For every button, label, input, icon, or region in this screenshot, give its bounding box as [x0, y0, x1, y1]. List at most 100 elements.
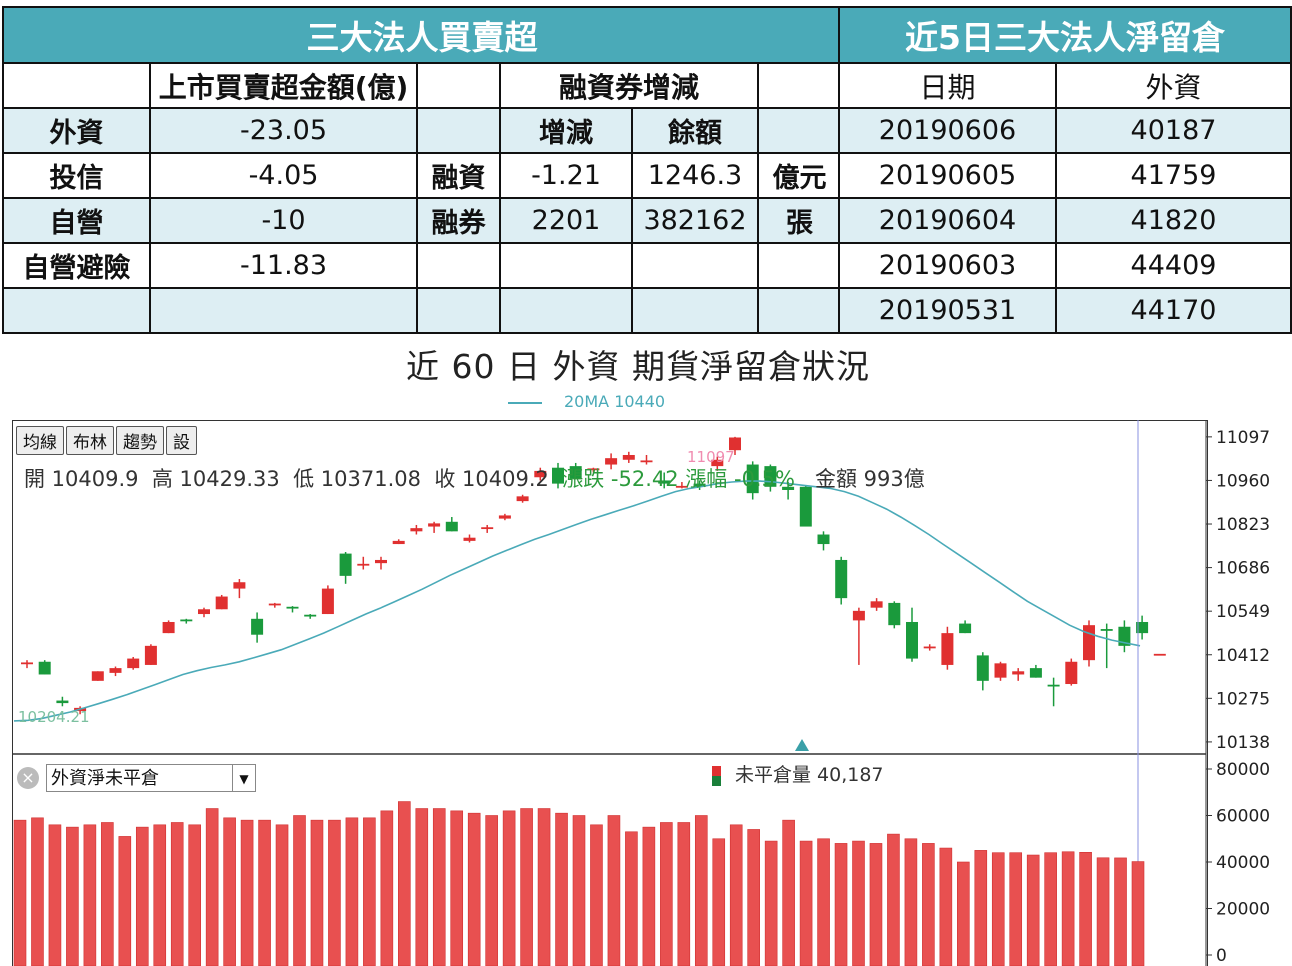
indicator-select[interactable]: 外資淨未平倉 ▼ — [46, 764, 256, 792]
close-icon[interactable]: × — [17, 767, 39, 789]
settings-button[interactable]: 設 — [166, 426, 197, 455]
volume-bar — [275, 824, 289, 966]
net-position-table: 近5日三大法人淨留倉 日期 外資 20190606 40187 20190605 4… — [838, 6, 1292, 334]
volume-bar — [904, 838, 918, 966]
candle-body — [870, 601, 883, 608]
volume-bar — [1096, 857, 1110, 966]
volume-bar — [887, 833, 900, 966]
volume-bar — [328, 819, 341, 966]
candle-body — [1118, 626, 1131, 646]
volume-bar — [1009, 852, 1023, 966]
row-value: -10 — [149, 197, 418, 244]
volume-bar — [380, 810, 394, 966]
candle-body — [817, 534, 830, 545]
candle-body — [658, 480, 671, 484]
ma-20-line — [13, 480, 1141, 722]
volume-bar — [502, 810, 516, 966]
volume-bar — [432, 808, 446, 966]
y-tick-label: 10823 — [1216, 515, 1270, 535]
candle-body — [1136, 621, 1149, 634]
chart-frame — [12, 420, 1208, 966]
position-cell: 40187 — [1055, 107, 1292, 154]
volume-bar — [205, 808, 219, 966]
volume-bar — [1114, 857, 1127, 966]
candle-body — [552, 467, 564, 484]
chevron-down-icon[interactable]: ▼ — [232, 765, 255, 791]
volume-bar — [677, 822, 691, 966]
date-cell: 20190605 — [838, 152, 1057, 199]
candle-body — [516, 496, 529, 502]
candle-body — [463, 537, 476, 541]
amount-value: 金額 993億 — [814, 467, 925, 491]
candle-body — [852, 610, 865, 621]
margin-balance-value: 382162 — [631, 197, 759, 244]
volume-bar — [135, 826, 149, 966]
volume-bar — [817, 838, 830, 966]
ma-legend-line — [508, 401, 542, 404]
candle-body — [1029, 668, 1042, 678]
margin-change-value: 2201 — [499, 197, 633, 244]
buy-sell-amount-header: 上市買賣超金額(億) — [149, 62, 418, 109]
margin-balance-value: 1246.3 — [631, 152, 759, 199]
volume-bar — [712, 838, 726, 966]
volume-bar — [572, 815, 586, 966]
candle-body — [144, 645, 157, 665]
y-tick-label: 10960 — [1216, 471, 1270, 491]
margin-balance-subheader: 餘額 — [631, 107, 759, 154]
volume-bar — [957, 861, 970, 966]
volume-bar — [31, 817, 44, 966]
min-price-label: 10204.21 — [18, 708, 90, 726]
date-cell: 20190604 — [838, 197, 1057, 244]
volume-bar — [1044, 852, 1057, 966]
vol-y-tick-label: 80000 — [1216, 760, 1270, 780]
volume-bar — [660, 822, 673, 966]
candle-body — [799, 486, 812, 527]
volume-bar — [188, 824, 201, 966]
volume-bar — [625, 831, 638, 966]
trend-button[interactable]: 趨勢 — [116, 426, 164, 455]
y-tick-label: 10275 — [1216, 689, 1270, 709]
high-value: 高 10429.33 — [151, 467, 280, 491]
candle-body — [1083, 625, 1095, 661]
candle-body — [994, 663, 1007, 678]
candle-body — [906, 621, 918, 659]
candle-body — [711, 459, 724, 467]
margin-change-subheader: 增減 — [499, 107, 633, 154]
position-cell: 41759 — [1055, 152, 1292, 199]
candle-body — [127, 658, 140, 669]
indicator-select-value: 外資淨未平倉 — [51, 768, 159, 789]
volume-bar — [922, 843, 935, 966]
volume-bar — [293, 815, 306, 966]
position-cell: 44170 — [1055, 287, 1292, 334]
candle-body — [782, 486, 795, 490]
volume-bar — [1026, 854, 1040, 966]
margin-change-header: 融資券增減 — [499, 62, 759, 109]
open-value: 開 10409.9 — [24, 467, 139, 491]
volume-bar — [939, 847, 953, 966]
candle-body — [162, 621, 175, 634]
institutional-trading-table: 三大法人買賣超 上市買賣超金額(億) 融資券增減 外資 -23.05 增減 餘額… — [1, 6, 843, 334]
margin-unit: 億元 — [756, 152, 843, 199]
vol-y-tick-label: 20000 — [1216, 900, 1270, 920]
volume-legend: 未平倉量 40,187 — [712, 760, 884, 787]
volume-bar — [363, 817, 376, 966]
date-cell: 20190606 — [838, 107, 1057, 154]
volume-bar — [258, 819, 271, 966]
margin-unit: 張 — [756, 197, 843, 244]
volume-bar — [869, 843, 883, 966]
vol-y-tick-label: 60000 — [1216, 807, 1270, 827]
ma-button[interactable]: 均線 — [16, 426, 64, 455]
volume-bar — [991, 852, 1005, 966]
bollinger-button[interactable]: 布林 — [66, 426, 114, 455]
volume-bar — [398, 801, 411, 966]
margin-row-label: 融券 — [416, 197, 501, 244]
candle-body — [109, 668, 122, 673]
marker-triangle-icon — [795, 739, 809, 751]
y-tick-label: 10549 — [1216, 602, 1270, 622]
row-label: 自營避險 — [2, 242, 151, 289]
candle-body — [888, 602, 901, 626]
volume-bar — [782, 819, 795, 966]
row-value: -4.05 — [149, 152, 418, 199]
candle-body — [569, 466, 582, 479]
candle-body — [622, 454, 635, 460]
